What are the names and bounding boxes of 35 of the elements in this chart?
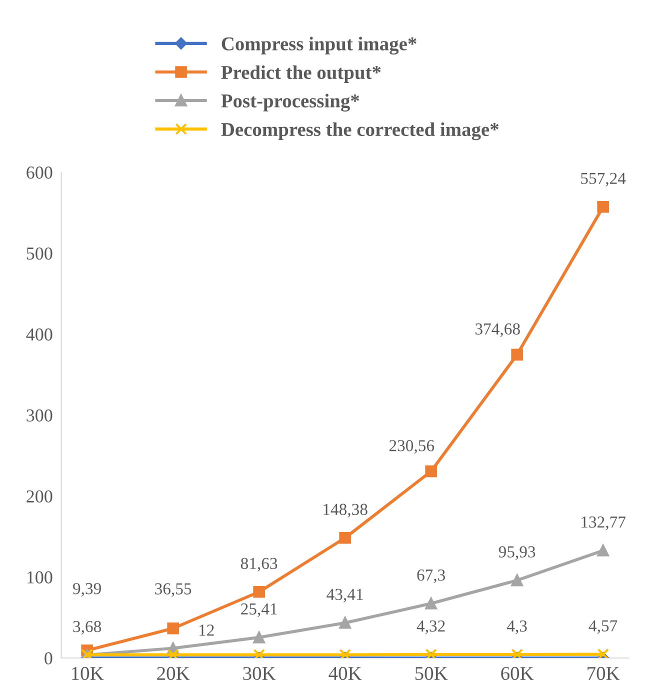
data-label: 4,3 bbox=[506, 620, 527, 634]
data-label: 43,41 bbox=[326, 588, 363, 602]
data-label: 132,77 bbox=[582, 516, 626, 530]
data-label: 4,57 bbox=[588, 620, 618, 634]
x-tick-label: 30K bbox=[243, 666, 276, 680]
legend-label: Decompress the corrected image* bbox=[221, 122, 499, 140]
x-tick-label: 40K bbox=[328, 666, 362, 680]
y-tick-label: 200 bbox=[26, 490, 52, 503]
data-label: 557,24 bbox=[581, 172, 626, 186]
legend-label: Compress input image* bbox=[222, 36, 416, 55]
x-tick-label: 20K bbox=[157, 666, 190, 680]
data-label: 4,32 bbox=[416, 620, 445, 634]
y-tick-label: 0 bbox=[44, 652, 52, 664]
x-tick-label: 70K bbox=[588, 666, 620, 680]
y-tick-label: 100 bbox=[27, 571, 52, 584]
data-label: 12 bbox=[200, 624, 214, 636]
data-label: 148,38 bbox=[324, 504, 368, 518]
y-tick-label: 300 bbox=[26, 409, 52, 422]
y-tick-label: 400 bbox=[26, 328, 52, 341]
data-label: 36,55 bbox=[155, 583, 192, 597]
x-tick-label: 60K bbox=[501, 666, 534, 680]
legend-label: Predict the output* bbox=[221, 65, 381, 83]
x-tick-label: 10K bbox=[72, 666, 104, 680]
data-label: 230,56 bbox=[389, 440, 434, 454]
data-label: 9,39 bbox=[73, 583, 101, 597]
data-label: 81,63 bbox=[240, 558, 278, 572]
data-label: 25,41 bbox=[241, 603, 277, 617]
data-label: 3,68 bbox=[73, 620, 102, 635]
data-label: 374,68 bbox=[476, 323, 520, 338]
x-tick-label: 50K bbox=[415, 666, 448, 680]
data-label: 67,3 bbox=[417, 569, 446, 584]
data-label: 95,93 bbox=[498, 546, 536, 560]
legend-label: Post-processing* bbox=[221, 94, 360, 112]
y-tick-label: 600 bbox=[26, 166, 52, 179]
y-tick-label: 500 bbox=[26, 247, 52, 260]
